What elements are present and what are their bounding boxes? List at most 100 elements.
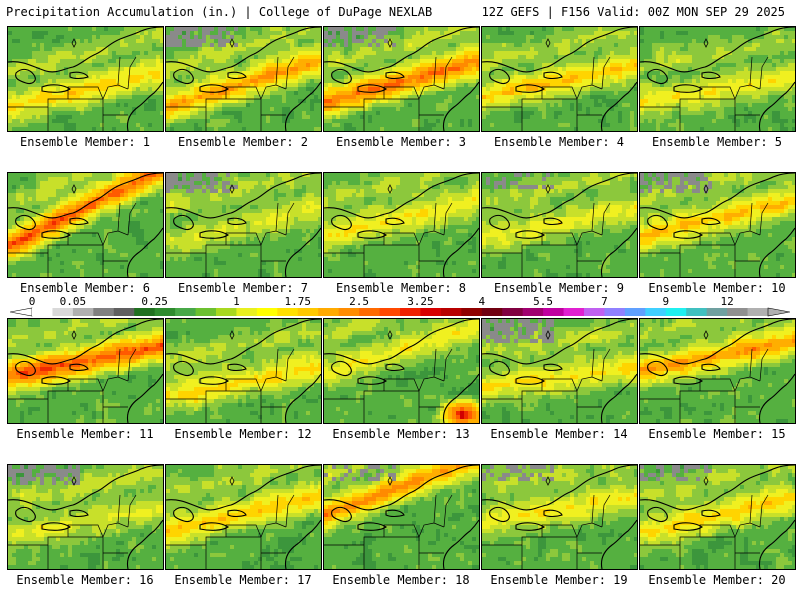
precip-cell <box>740 39 745 44</box>
precip-cell <box>56 95 61 100</box>
precip-cell <box>360 111 365 116</box>
precip-cell <box>522 107 527 112</box>
precip-cell <box>582 111 587 116</box>
precip-cell <box>88 27 93 32</box>
precip-cell <box>420 75 425 80</box>
precip-cell <box>376 123 381 128</box>
precip-cell <box>534 91 539 96</box>
precip-cell <box>190 43 195 48</box>
precip-cell <box>708 39 713 44</box>
precip-cell <box>198 79 203 84</box>
precip-cell <box>160 47 163 52</box>
precip-cell <box>306 51 311 56</box>
precip-cell <box>672 107 677 112</box>
precip-cell <box>140 115 145 120</box>
precip-cell <box>752 63 757 68</box>
precip-cell <box>290 123 295 128</box>
precip-cell <box>792 111 795 116</box>
precip-cell <box>618 123 623 128</box>
precip-cell <box>518 55 523 60</box>
precip-cell <box>214 99 219 104</box>
precip-cell <box>440 43 445 48</box>
precip-cell <box>522 103 527 108</box>
precip-cell <box>384 107 389 112</box>
precip-cell <box>630 87 635 92</box>
precip-cell <box>324 103 329 108</box>
precip-cell <box>672 55 677 60</box>
precip-cell <box>570 87 575 92</box>
precip-cell <box>456 31 461 36</box>
precip-cell <box>482 95 487 100</box>
precip-cell <box>384 55 389 60</box>
precip-cell <box>28 95 33 100</box>
precip-cell <box>332 51 337 56</box>
precip-cell <box>302 123 307 128</box>
precip-cell <box>68 35 73 40</box>
precip-cell <box>160 111 163 116</box>
precip-cell <box>64 51 69 56</box>
precip-cell <box>384 115 389 120</box>
precip-cell <box>554 31 559 36</box>
precip-cell <box>170 111 175 116</box>
precip-cell <box>28 39 33 44</box>
precip-cell <box>708 55 713 60</box>
precip-cell <box>186 127 191 131</box>
precip-cell <box>708 99 713 104</box>
precip-cell <box>610 51 615 56</box>
precip-cell <box>476 91 479 96</box>
precip-cell <box>732 51 737 56</box>
precip-cell <box>704 31 709 36</box>
precip-cell <box>286 107 291 112</box>
precip-cell <box>456 55 461 60</box>
precip-cell <box>210 71 215 76</box>
precip-cell <box>360 91 365 96</box>
precip-cell <box>634 67 637 72</box>
precip-cell <box>736 71 741 76</box>
precip-cell <box>148 127 153 131</box>
precip-cell <box>732 27 737 32</box>
precip-cell <box>566 83 571 88</box>
precip-cell <box>274 31 279 36</box>
precip-cell <box>356 59 361 64</box>
precip-cell <box>332 83 337 88</box>
precip-cell <box>530 127 535 131</box>
precip-cell <box>518 107 523 112</box>
precip-cell <box>586 27 591 32</box>
precip-cell <box>388 67 393 72</box>
precip-cell <box>688 75 693 80</box>
precip-cell <box>108 79 113 84</box>
precip-cell <box>258 127 263 131</box>
precip-cell <box>558 47 563 52</box>
precip-cell <box>660 39 665 44</box>
precip-cell <box>190 99 195 104</box>
precip-cell <box>230 27 235 32</box>
precip-cell <box>558 127 563 131</box>
precip-cell <box>792 83 795 88</box>
precip-cell <box>380 99 385 104</box>
precip-cell <box>210 79 215 84</box>
precip-cell <box>610 79 615 84</box>
precip-cell <box>668 87 673 92</box>
precip-cell <box>688 59 693 64</box>
precip-cell <box>530 119 535 124</box>
precip-cell <box>640 71 645 76</box>
precip-cell <box>336 115 341 120</box>
precip-cell <box>622 39 627 44</box>
precip-cell <box>112 47 117 52</box>
precip-cell <box>20 51 25 56</box>
precip-cell <box>214 43 219 48</box>
precip-cell <box>60 127 65 131</box>
precip-cell <box>668 31 673 36</box>
precip-cell <box>72 71 77 76</box>
precip-cell <box>514 39 519 44</box>
precip-cell <box>104 27 109 32</box>
precip-cell <box>598 51 603 56</box>
precip-cell <box>108 47 113 52</box>
precip-cell <box>768 79 773 84</box>
precip-cell <box>626 55 631 60</box>
precip-cell <box>238 95 243 100</box>
precip-cell <box>88 95 93 100</box>
precip-cell <box>760 35 765 40</box>
precip-cell <box>610 67 615 72</box>
precip-cell <box>344 27 349 32</box>
